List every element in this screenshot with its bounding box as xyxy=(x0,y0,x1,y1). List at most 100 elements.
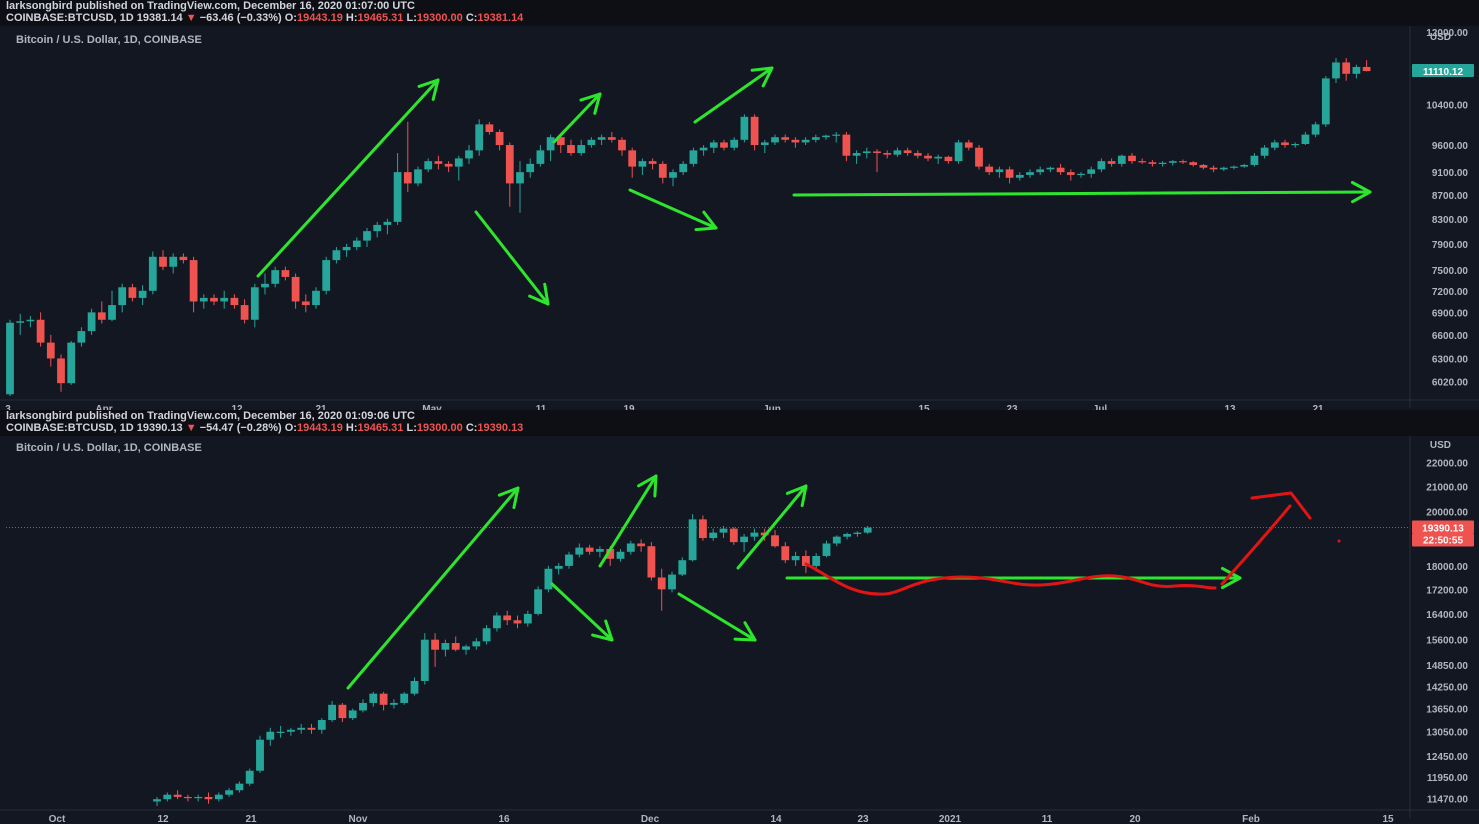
candle-body xyxy=(913,153,922,156)
green-arrow-shaft xyxy=(736,484,808,570)
candle-body xyxy=(679,163,688,173)
candle-body xyxy=(1117,155,1126,164)
candle-body xyxy=(638,161,647,167)
candle-body xyxy=(210,297,218,302)
candle-body xyxy=(199,297,208,302)
candle-body xyxy=(657,577,666,590)
top-l-label: L: xyxy=(406,12,417,24)
candle-body xyxy=(46,342,55,359)
candle-body xyxy=(235,783,244,791)
candle-body xyxy=(791,555,800,561)
candle-body xyxy=(985,166,994,173)
candle-body xyxy=(1209,167,1218,170)
x-tick-label: Dec xyxy=(641,814,660,824)
candle-body xyxy=(811,137,820,140)
candle-body xyxy=(173,794,182,797)
x-tick-label: 3 xyxy=(5,404,11,410)
top-header: larksongbird published on TradingView.co… xyxy=(0,0,1479,26)
candle-body xyxy=(771,535,779,547)
candle-body xyxy=(307,727,316,730)
candle-body xyxy=(954,142,963,162)
candle-body xyxy=(1138,161,1147,163)
y-tick-label: 13050.00 xyxy=(1426,728,1468,739)
countdown-text: 22:50:55 xyxy=(1423,536,1463,547)
y-tick-label: 6900.00 xyxy=(1432,308,1469,319)
candle-body xyxy=(389,702,398,705)
bottom-chart-svg[interactable]: 11470.00 11950.00 12450.00 13050.00 13650.00… xyxy=(0,436,1479,824)
candle-body xyxy=(431,639,440,650)
candle-body xyxy=(1311,124,1320,135)
candle-body xyxy=(1260,147,1269,156)
candle-body xyxy=(760,142,769,146)
bottom-change: −54.47 (−0.28%) xyxy=(199,422,282,434)
green-arrow-head xyxy=(694,210,718,232)
candle-body xyxy=(369,693,378,703)
top-change: −63.46 (−0.33%) xyxy=(199,12,282,24)
y-tick-label: 10400.00 xyxy=(1426,100,1468,111)
candle-body xyxy=(1230,166,1238,168)
candle-body xyxy=(312,290,320,306)
x-tick-label: Jun xyxy=(763,404,781,410)
candle-body xyxy=(516,172,524,184)
candle-body xyxy=(873,151,881,154)
bottom-c-label: C: xyxy=(465,422,478,434)
candle-body xyxy=(1219,167,1228,170)
candle-body xyxy=(616,551,625,559)
candle-body xyxy=(546,137,555,151)
candle-body xyxy=(179,256,188,261)
top-chart-svg[interactable]: 6020.00 6300.00 6600.00 6900.00 7200.00 7500.… xyxy=(0,26,1479,410)
candle-body xyxy=(169,256,178,267)
bottom-o-label: O: xyxy=(284,422,297,434)
top-h-label: H: xyxy=(345,12,358,24)
bottom-l-label: L: xyxy=(406,422,417,434)
x-tick-label: 14 xyxy=(770,814,782,824)
x-tick-label: 15 xyxy=(918,404,930,410)
top-ohlc-line: COINBASE:BTCUSD, 1D 19381.14 ▼ −63.46 (−… xyxy=(6,12,1479,24)
candle-body xyxy=(108,305,116,320)
candle-body xyxy=(832,134,841,136)
candle-body xyxy=(730,139,739,148)
candle-body xyxy=(1168,161,1177,163)
x-tick-label: 20 xyxy=(1129,814,1141,824)
candle-body xyxy=(77,331,86,343)
x-tick-label: 23 xyxy=(1006,404,1018,410)
x-tick-label: Oct xyxy=(49,814,66,824)
candle-body xyxy=(554,565,563,569)
candle-body xyxy=(393,172,402,222)
green-arrow-head xyxy=(417,78,440,101)
candle-body xyxy=(482,628,491,642)
green-arrow-head xyxy=(1350,181,1372,204)
candle-body xyxy=(637,543,646,547)
candle-body xyxy=(1158,162,1167,164)
candle-body xyxy=(699,147,708,151)
x-tick-label: 21 xyxy=(315,404,327,410)
y-tick-label: 13650.00 xyxy=(1426,705,1468,716)
candle-body xyxy=(204,796,213,800)
candle-body xyxy=(475,124,484,151)
candle-body xyxy=(1087,169,1096,174)
candle-body xyxy=(128,287,137,298)
green-arrow-shaft xyxy=(550,582,614,642)
green-arrow-head xyxy=(497,486,520,510)
bottom-h-label: H: xyxy=(345,422,358,434)
x-tick-label: 21 xyxy=(245,814,257,824)
top-high: 19465.31 xyxy=(357,12,404,24)
red-arrow-shaft xyxy=(1220,504,1292,586)
candle-body xyxy=(16,321,25,323)
bottom-header: larksongbird published on TradingView.co… xyxy=(0,410,1479,436)
green-arrow-shaft xyxy=(792,190,1372,197)
candle-body xyxy=(26,319,35,322)
candle-body xyxy=(862,151,871,154)
candle-body xyxy=(618,139,626,151)
x-tick-label: 2021 xyxy=(939,814,962,824)
candle-body xyxy=(893,150,902,155)
y-tick-label: 6300.00 xyxy=(1432,354,1469,365)
candle-body xyxy=(373,224,382,232)
candle-body xyxy=(781,546,790,561)
green-arrow-shaft xyxy=(346,486,520,690)
green-arrow-head xyxy=(528,282,550,306)
candle-body xyxy=(1015,174,1024,178)
candle-body xyxy=(67,342,76,384)
countdown-tag xyxy=(1412,533,1474,547)
candle-body xyxy=(454,158,463,167)
